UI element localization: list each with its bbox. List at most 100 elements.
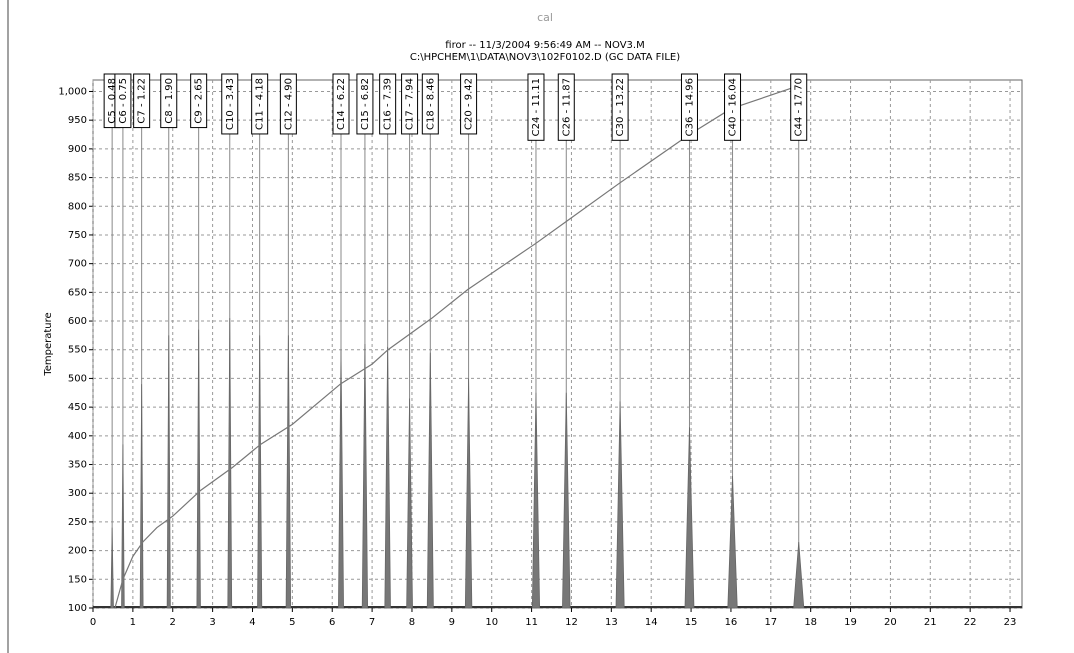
peak-label-box [114,73,132,129]
chart-title: cal [537,11,553,24]
x-tick-label: 4 [249,617,255,628]
x-tick-label: 23 [1004,617,1017,628]
peak [285,335,292,609]
y-tick-label: 200 [68,546,87,557]
chart-subtitle: firor -- 11/3/2004 9:56:49 AM -- NOV3.M [445,40,644,51]
peak [727,475,738,609]
x-tick-label: 11 [525,617,538,628]
peak [110,527,114,609]
peak-label-box [160,73,178,129]
peak [684,427,695,609]
peak-label-box [460,73,478,135]
y-tick-label: 250 [68,517,87,528]
peak [615,401,625,609]
peak-label-box [133,73,151,129]
y-tick-label: 550 [68,345,87,356]
peak [426,352,434,609]
peak [793,541,805,609]
y-tick-label: 400 [68,431,87,442]
plot-area [92,79,1023,609]
peak [257,335,263,609]
peak [562,392,571,609]
x-tick-label: 18 [804,617,817,628]
peak-label: C11 - 4.18 [255,78,266,130]
y-tick-label: 850 [68,173,87,184]
y-tick-label: 500 [68,373,87,384]
y-tick-label: 950 [68,115,87,126]
peak [464,378,473,609]
y-axis-label: Temperature [43,312,54,376]
peak-label-box [680,73,698,141]
peak-label-box [356,73,374,135]
x-tick-label: 3 [209,617,215,628]
peak-label-box [221,73,239,135]
x-tick-label: 8 [409,617,415,628]
peak [361,343,369,609]
x-tick-label: 9 [449,617,455,628]
peak-label-box [557,73,575,141]
peak-label-box [401,73,419,135]
peak-label: C40 - 16.04 [728,78,739,136]
x-tick-label: 17 [764,617,777,628]
y-tick-label: 700 [68,259,87,270]
y-tick-label: 750 [68,230,87,241]
x-tick-label: 22 [964,617,977,628]
x-tick-label: 15 [685,617,698,628]
peak [531,392,541,609]
x-tick-label: 0 [90,617,96,628]
peak-label: C44 - 17.70 [794,78,805,136]
peak-label: C7 - 1.22 [137,78,148,124]
peak-label-box [190,73,208,129]
peak-label: C16 - 7.39 [383,78,394,130]
x-tick-label: 20 [884,617,897,628]
peak-label: C14 - 6.22 [336,78,347,130]
y-tick-label: 100 [68,603,87,614]
x-tick-label: 7 [369,617,375,628]
y-tick-label: 800 [68,201,87,212]
chart-subtitle: C:\HPCHEM\1\DATA\NOV3\102F0102.D (GC DAT… [410,52,680,63]
peak [227,318,233,609]
x-tick-label: 5 [289,617,295,628]
peak-label-box [279,73,297,135]
peak-label: C20 - 9.42 [464,78,475,130]
y-tick-label: 900 [68,144,87,155]
peak-label: C15 - 6.82 [360,78,371,130]
x-tick-label: 10 [485,617,498,628]
x-tick-label: 21 [924,617,937,628]
peak [406,398,413,609]
peak-label-box [790,73,808,141]
peak-label: C26 - 11.87 [561,78,572,136]
x-tick-label: 13 [605,617,618,628]
y-tick-label: 650 [68,287,87,298]
y-tick-label: 600 [68,316,87,327]
peak-label: C8 - 1.90 [164,78,175,124]
peak-label-box [611,73,629,141]
peak-label: C10 - 3.43 [225,78,236,130]
y-tick-label: 150 [68,574,87,585]
peak-label: C30 - 13.22 [615,78,626,136]
peak-label-box [527,73,545,141]
peak-label: C5 - 0.48 [107,78,118,124]
y-tick-label: 350 [68,460,87,471]
x-tick-label: 1 [130,617,136,628]
x-tick-label: 2 [170,617,176,628]
peak-label: C18 - 8.46 [425,78,436,130]
y-tick-label: 1,000 [58,86,87,97]
peak [139,384,144,609]
x-tick-label: 16 [725,617,738,628]
peak-label-box [251,73,269,135]
peak-label: C24 - 11.11 [531,78,542,136]
peak-label: C6 - 0.75 [118,78,129,124]
x-tick-label: 19 [844,617,857,628]
peak [338,349,344,609]
x-tick-label: 14 [645,617,658,628]
y-tick-label: 300 [68,488,87,499]
temperature-line [114,85,799,609]
peak-label-box [332,73,350,135]
peak [121,444,125,609]
peak [196,329,201,609]
peak-label: C9 - 2.65 [194,78,205,124]
peak [384,346,391,609]
x-tick-label: 6 [329,617,335,628]
